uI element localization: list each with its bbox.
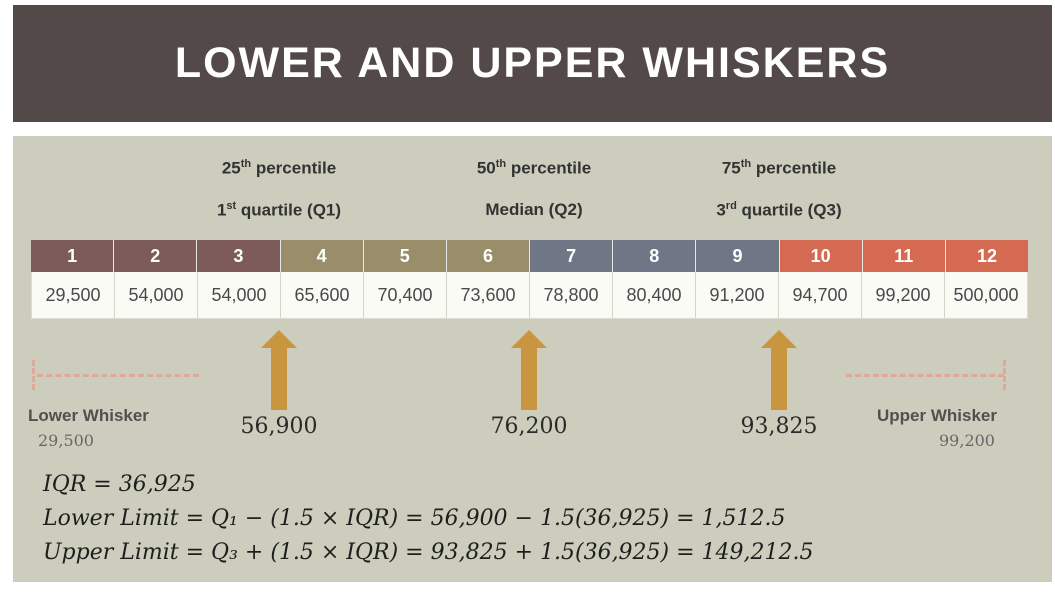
value-cell: 91,200 bbox=[696, 272, 779, 318]
upper-whisker-line bbox=[846, 374, 1004, 377]
value-cell: 65,600 bbox=[281, 272, 364, 318]
index-cell: 7 bbox=[530, 240, 614, 272]
index-cell: 12 bbox=[945, 240, 1029, 272]
data-table: 1 2 3 4 5 6 7 8 9 10 11 12 29,500 54,000 54,000 65,600… bbox=[31, 240, 1029, 319]
q1-arrow-icon bbox=[261, 330, 297, 410]
index-cell: 3 bbox=[197, 240, 281, 272]
value-cell: 99,200 bbox=[862, 272, 945, 318]
index-cell: 1 bbox=[31, 240, 115, 272]
value-cell: 73,600 bbox=[447, 272, 530, 318]
q3-percentile-label: 75th percentile bbox=[721, 158, 837, 178]
value-row: 29,500 54,000 54,000 65,600 70,400 73,600 78,8… bbox=[31, 272, 1028, 319]
q2-median-label: Median (Q2) bbox=[485, 200, 583, 219]
q2-arrow-icon bbox=[511, 330, 547, 410]
value-cell: 70,400 bbox=[364, 272, 447, 318]
index-cell: 5 bbox=[363, 240, 447, 272]
upper-whisker-value: 99,200 bbox=[939, 431, 995, 450]
index-cell: 2 bbox=[114, 240, 198, 272]
value-cell: 80,400 bbox=[613, 272, 696, 318]
q3-quartile-label: 3rd quartile (Q3) bbox=[716, 200, 842, 220]
index-row: 1 2 3 4 5 6 7 8 9 10 11 12 bbox=[31, 240, 1029, 272]
lower-limit-formula: Lower Limit = Q₁ − (1.5 × IQR) = 56,900 … bbox=[43, 506, 786, 531]
lower-whisker-value: 29,500 bbox=[38, 431, 94, 450]
q1-value: 56,900 bbox=[240, 414, 318, 439]
q2-percentile-label: 50th percentile bbox=[476, 158, 592, 178]
value-cell: 54,000 bbox=[115, 272, 198, 318]
page-title: Lower and Upper Whiskers bbox=[174, 39, 891, 87]
content-panel: 25th percentile 1st quartile (Q1) 50th p… bbox=[13, 136, 1052, 582]
index-cell: 6 bbox=[446, 240, 531, 272]
q3-arrow-icon bbox=[761, 330, 797, 410]
index-cell: 11 bbox=[862, 240, 946, 272]
upper-limit-formula: Upper Limit = Q₃ + (1.5 × IQR) = 93,825 … bbox=[43, 540, 814, 565]
value-cell: 94,700 bbox=[779, 272, 862, 318]
lower-whisker-label: Lower Whisker bbox=[28, 406, 149, 425]
value-cell: 54,000 bbox=[198, 272, 281, 318]
index-cell: 10 bbox=[779, 240, 863, 272]
index-cell: 9 bbox=[696, 240, 780, 272]
lower-whisker-line bbox=[37, 374, 199, 377]
upper-whisker-tick bbox=[1003, 360, 1006, 390]
upper-whisker-label: Upper Whisker bbox=[877, 406, 997, 425]
index-cell: 8 bbox=[613, 240, 697, 272]
lower-whisker-tick bbox=[32, 360, 35, 390]
q1-percentile-label: 25th percentile bbox=[221, 158, 337, 178]
q1-quartile-label: 1st quartile (Q1) bbox=[216, 200, 342, 220]
iqr-formula: IQR = 36,925 bbox=[43, 472, 196, 497]
value-cell: 78,800 bbox=[530, 272, 613, 318]
index-cell: 4 bbox=[280, 240, 364, 272]
q3-value: 93,825 bbox=[740, 414, 818, 439]
value-cell: 500,000 bbox=[953, 285, 1019, 305]
q2-value: 76,200 bbox=[490, 414, 568, 439]
value-cell: 29,500 bbox=[32, 272, 115, 318]
title-bar: Lower and Upper Whiskers bbox=[13, 5, 1052, 122]
